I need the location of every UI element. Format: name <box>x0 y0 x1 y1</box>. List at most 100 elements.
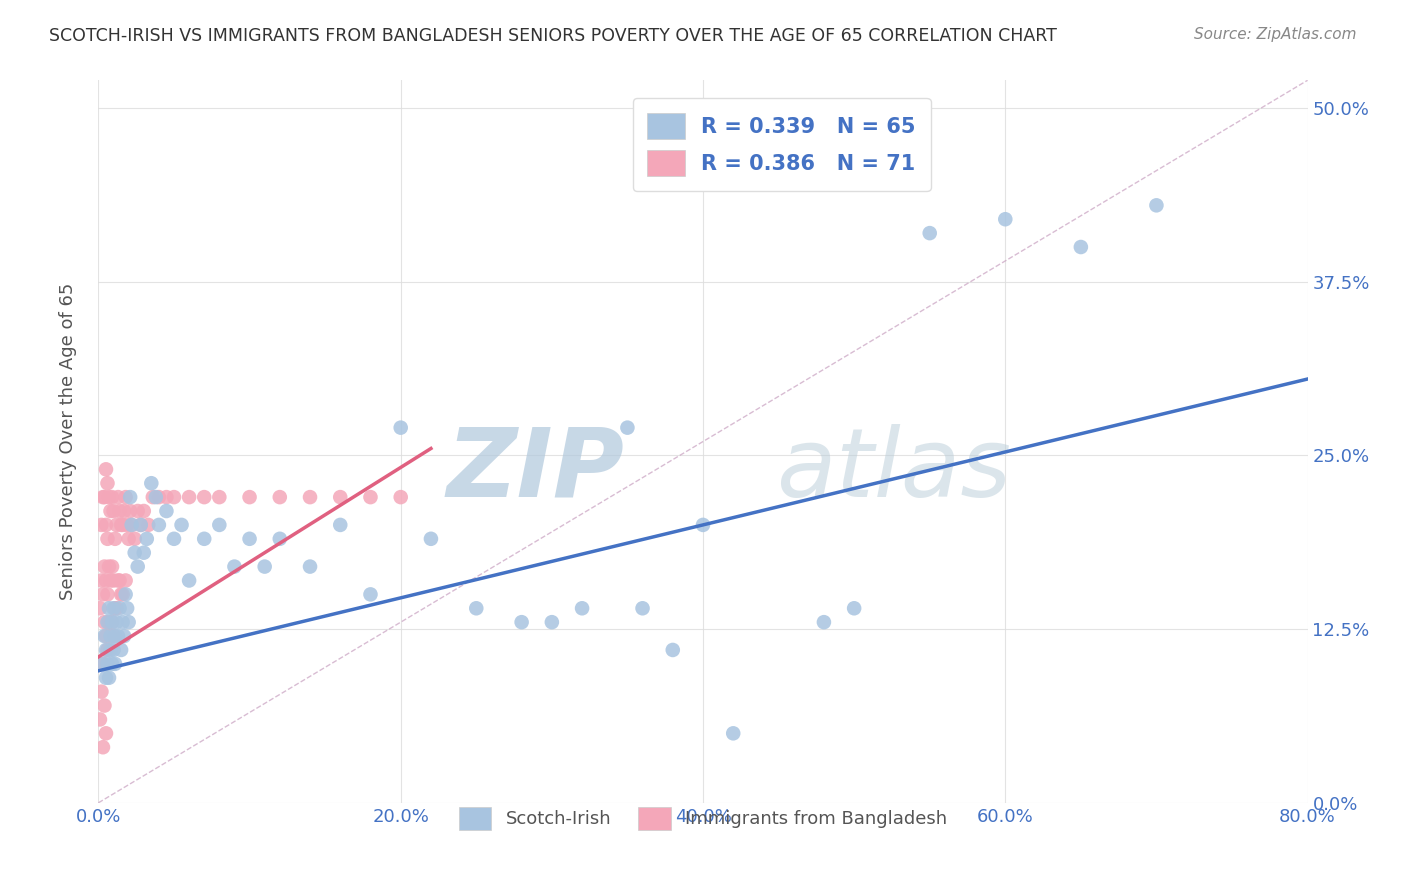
Point <box>98 615 121 630</box>
Point <box>692 517 714 532</box>
Point <box>100 643 122 657</box>
Point <box>98 490 121 504</box>
Point <box>145 490 167 504</box>
Point <box>389 490 412 504</box>
Point <box>100 504 122 518</box>
Point <box>110 517 132 532</box>
Point <box>142 490 165 504</box>
Point <box>1070 240 1092 254</box>
Text: atlas: atlas <box>776 424 1011 517</box>
Point <box>299 559 322 574</box>
Point <box>510 615 533 630</box>
Point <box>101 615 124 630</box>
Point <box>91 657 114 671</box>
Point <box>155 504 177 518</box>
Point <box>89 713 111 727</box>
Point <box>115 601 138 615</box>
Point <box>108 601 131 615</box>
Point <box>540 615 562 630</box>
Point <box>124 546 146 560</box>
Point <box>94 671 117 685</box>
Point <box>101 559 124 574</box>
Point <box>93 698 115 713</box>
Point <box>208 517 231 532</box>
Point <box>93 615 115 630</box>
Point <box>723 726 745 740</box>
Point <box>121 517 143 532</box>
Point <box>208 490 231 504</box>
Point <box>108 504 131 518</box>
Point <box>90 517 112 532</box>
Point <box>107 490 129 504</box>
Point <box>111 517 134 532</box>
Point <box>105 517 128 532</box>
Point <box>124 532 146 546</box>
Point <box>918 226 941 240</box>
Point <box>148 490 170 504</box>
Point <box>91 740 114 755</box>
Point <box>179 574 201 588</box>
Point <box>389 420 412 434</box>
Point <box>101 615 124 630</box>
Point <box>299 490 322 504</box>
Point <box>98 601 121 615</box>
Point <box>148 517 170 532</box>
Point <box>104 532 127 546</box>
Point <box>127 504 149 518</box>
Point <box>114 574 136 588</box>
Point <box>91 587 114 601</box>
Point <box>224 559 246 574</box>
Point <box>120 504 142 518</box>
Point <box>360 587 382 601</box>
Point <box>103 643 125 657</box>
Point <box>100 629 122 643</box>
Point <box>163 490 186 504</box>
Point <box>90 574 112 588</box>
Point <box>269 490 291 504</box>
Point <box>193 532 215 546</box>
Point <box>91 657 114 671</box>
Legend: Scotch-Irish, Immigrants from Bangladesh: Scotch-Irish, Immigrants from Bangladesh <box>447 796 959 841</box>
Point <box>96 476 118 491</box>
Text: SCOTCH-IRISH VS IMMIGRANTS FROM BANGLADESH SENIORS POVERTY OVER THE AGE OF 65 CO: SCOTCH-IRISH VS IMMIGRANTS FROM BANGLADE… <box>49 27 1057 45</box>
Point <box>141 476 163 491</box>
Point <box>118 532 141 546</box>
Point <box>170 517 193 532</box>
Point <box>121 517 143 532</box>
Point <box>108 574 131 588</box>
Point <box>112 629 135 643</box>
Point <box>1144 198 1167 212</box>
Point <box>98 559 121 574</box>
Point <box>105 615 128 630</box>
Point <box>661 643 683 657</box>
Point <box>465 601 488 615</box>
Point <box>100 574 122 588</box>
Point <box>239 490 262 504</box>
Point <box>616 420 638 434</box>
Point <box>360 490 382 504</box>
Point <box>98 671 121 685</box>
Point <box>101 490 124 504</box>
Point <box>114 490 136 504</box>
Point <box>103 601 125 615</box>
Point <box>163 532 186 546</box>
Point <box>329 490 352 504</box>
Point <box>269 532 291 546</box>
Point <box>103 629 125 643</box>
Point <box>107 574 129 588</box>
Point <box>118 615 141 630</box>
Point <box>115 517 138 532</box>
Point <box>571 601 593 615</box>
Point <box>94 643 117 657</box>
Point <box>101 657 124 671</box>
Point <box>114 587 136 601</box>
Point <box>94 574 117 588</box>
Point <box>94 462 117 476</box>
Point <box>110 643 132 657</box>
Point <box>96 587 118 601</box>
Point <box>94 517 117 532</box>
Point <box>103 574 125 588</box>
Point <box>132 504 155 518</box>
Point <box>193 490 215 504</box>
Point <box>844 601 866 615</box>
